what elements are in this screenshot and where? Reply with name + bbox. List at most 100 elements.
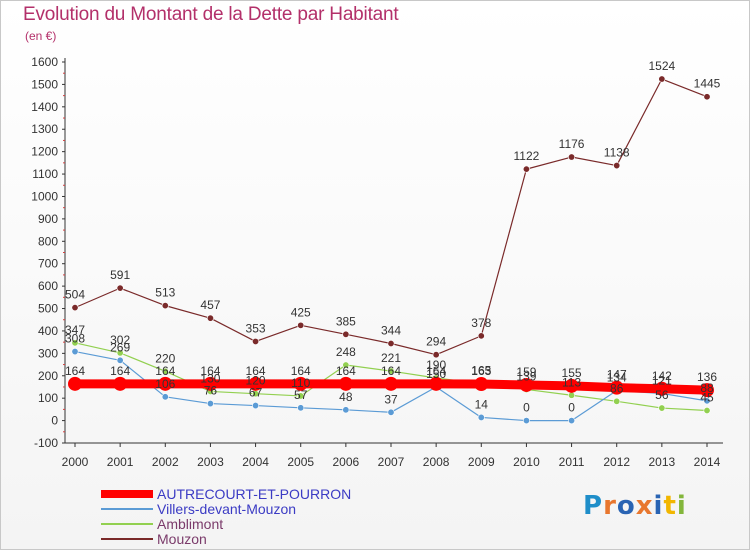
data-label: 76	[204, 384, 218, 398]
data-point	[429, 376, 444, 391]
data-point	[658, 404, 666, 412]
data-point	[342, 406, 350, 414]
data-label: 67	[249, 386, 263, 400]
data-point	[113, 376, 128, 391]
legend-label: Villers-devant-Mouzon	[157, 500, 297, 517]
legend-item: Villers-devant-Mouzon	[101, 500, 351, 517]
data-label: 425	[291, 305, 311, 319]
x-tick-label: 2007	[378, 455, 405, 469]
data-label: 344	[381, 323, 401, 337]
logo-letter: i	[676, 491, 687, 521]
series-line	[74, 78, 708, 356]
data-point	[342, 361, 350, 369]
legend-swatch	[101, 489, 153, 498]
x-tick-label: 2013	[649, 455, 676, 469]
data-label: 248	[336, 345, 356, 359]
data-label: 163	[471, 364, 491, 378]
data-label: 165	[471, 364, 491, 378]
data-point	[116, 349, 124, 357]
data-label: 136	[697, 370, 717, 384]
y-tick-label: 1200	[31, 145, 58, 159]
legend-item: AUTRECOURT-ET-POURRON	[101, 485, 352, 502]
data-point	[703, 407, 711, 415]
data-point	[384, 376, 398, 391]
y-tick-label: 900	[38, 212, 58, 226]
data-label: 56	[655, 388, 669, 402]
data-label: 120	[246, 374, 266, 388]
data-label: 164	[200, 364, 220, 378]
data-point	[568, 391, 576, 399]
data-label: 269	[110, 340, 130, 354]
data-label: 150	[426, 367, 446, 381]
data-label: 347	[65, 323, 85, 337]
data-point	[477, 332, 485, 340]
data-label: 1122	[514, 149, 540, 163]
data-label: 110	[291, 376, 310, 390]
legend-label: AUTRECOURT-ET-POURRON	[157, 485, 352, 502]
y-tick-label: 200	[38, 369, 58, 383]
data-label: 221	[381, 351, 401, 365]
data-point	[658, 75, 666, 83]
data-point	[206, 314, 214, 322]
data-point	[700, 383, 714, 398]
data-point	[297, 321, 305, 329]
y-tick-label: 800	[38, 234, 58, 248]
data-label: 57	[294, 388, 308, 402]
y-tick-label: 300	[38, 346, 58, 360]
data-label: 164	[381, 364, 401, 378]
data-point	[116, 356, 124, 364]
data-point	[564, 378, 579, 393]
legend-swatch	[101, 507, 153, 510]
data-label: 139	[516, 369, 536, 383]
data-label: 159	[516, 365, 536, 379]
data-point	[71, 339, 79, 347]
y-tick-label: 700	[38, 257, 58, 271]
logo-letter: P	[583, 491, 604, 521]
data-label: 308	[65, 332, 85, 346]
data-point	[158, 376, 173, 391]
data-label: 130	[200, 371, 220, 385]
x-tick-label: 2010	[513, 455, 540, 469]
data-point	[613, 397, 621, 405]
data-point	[252, 337, 260, 345]
x-tick-label: 2006	[333, 455, 360, 469]
y-tick-label: 1000	[31, 189, 58, 203]
data-point	[297, 392, 305, 400]
x-tick-label: 2003	[197, 455, 224, 469]
data-point	[609, 380, 624, 395]
chart-axes: -100010020030040050060070080090010001100…	[31, 55, 723, 469]
data-point	[71, 348, 79, 356]
data-label: 106	[155, 377, 175, 391]
x-tick-label: 2012	[603, 455, 630, 469]
data-point	[297, 404, 305, 412]
data-label: 385	[336, 314, 356, 328]
data-point	[568, 417, 576, 425]
logo-letter: o	[616, 491, 636, 521]
x-tick-label: 2005	[287, 455, 314, 469]
data-label: 294	[426, 335, 446, 349]
y-tick-label: 400	[38, 324, 58, 338]
data-label: 0	[568, 401, 575, 415]
data-label: 513	[155, 286, 175, 300]
data-label: 164	[246, 364, 266, 378]
data-point	[522, 165, 530, 173]
data-label: 86	[610, 381, 624, 395]
chart-legend: AUTRECOURT-ET-POURRON Villers-devant-Mouz…	[101, 485, 352, 547]
data-label: 302	[110, 333, 130, 347]
y-tick-label: 1300	[31, 122, 58, 136]
data-label: 37	[384, 392, 398, 406]
legend-swatch	[101, 522, 153, 525]
data-point	[206, 400, 214, 408]
chart-title: Evolution du Montant de la Dette par Hab…	[23, 4, 399, 25]
data-point	[703, 93, 711, 101]
y-tick-label: 0	[51, 414, 58, 428]
data-label: 113	[562, 375, 581, 389]
data-point	[522, 417, 530, 425]
data-point	[613, 162, 621, 170]
x-tick-label: 2000	[62, 455, 89, 469]
x-tick-label: 2014	[694, 455, 721, 469]
legend-item: Amblimont	[101, 516, 351, 532]
legend-swatch	[101, 537, 153, 540]
data-point	[203, 376, 218, 391]
